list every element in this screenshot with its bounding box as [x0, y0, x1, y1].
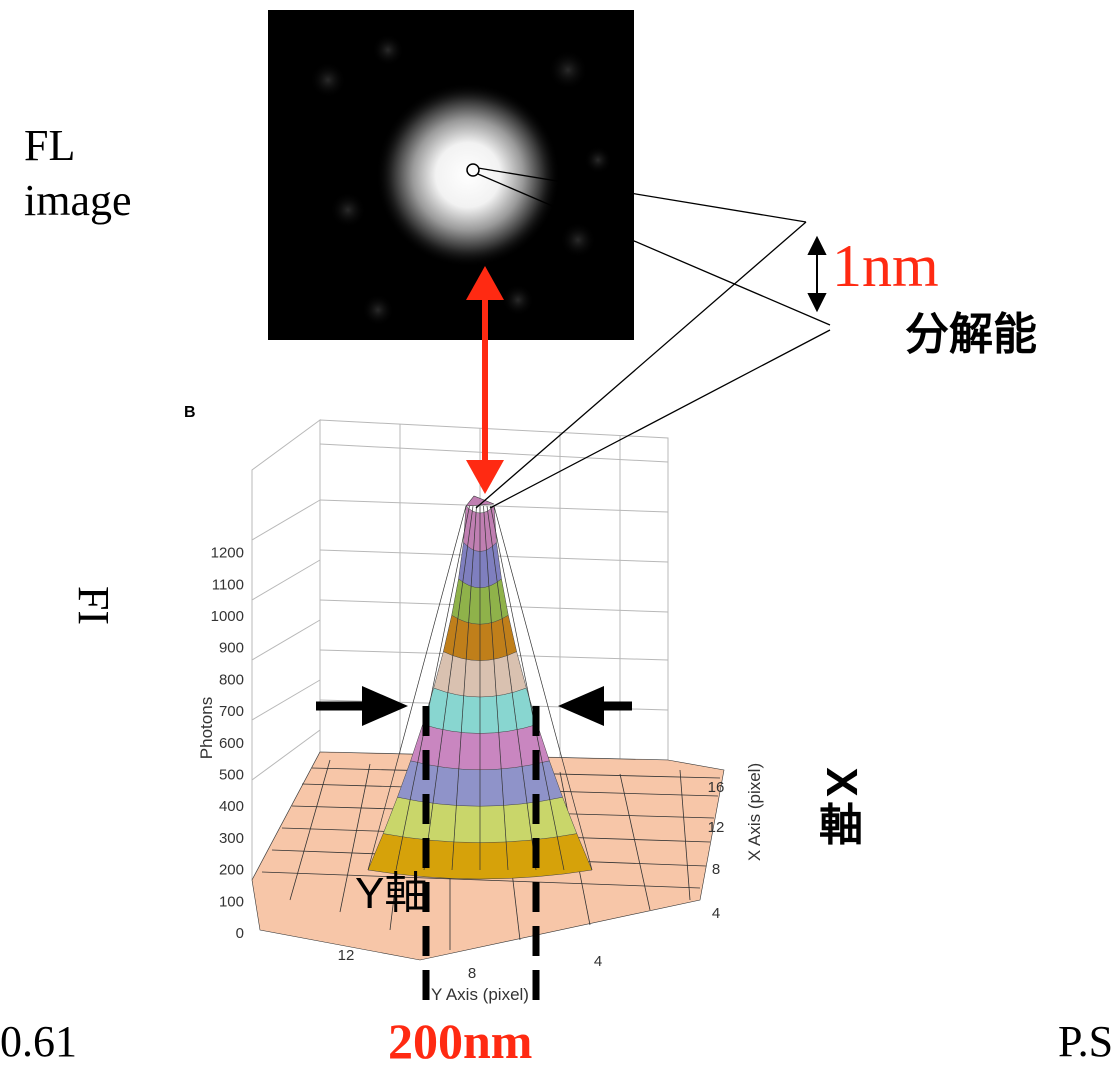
y-tick-label: 4: [594, 953, 602, 970]
peak-mesh-line: [367, 505, 467, 871]
z-tick-label: 900: [219, 640, 244, 657]
z-tick-label: 800: [219, 671, 244, 688]
x-axis-title: X Axis (pixel): [745, 763, 764, 861]
correspondence-arrow: [466, 266, 504, 494]
fwhm-value: 200nm: [388, 1013, 533, 1069]
z-tick-label: 1200: [211, 545, 244, 562]
resolution-value: 1nm: [832, 233, 939, 299]
peak-mesh-line: [423, 505, 474, 871]
fl-label-line1: FL: [24, 121, 76, 170]
y-axis-title: Y Axis (pixel): [431, 985, 529, 1004]
panel-letter: B: [184, 404, 196, 421]
z-tick-label: 0: [236, 925, 244, 942]
z-tick-label: 100: [219, 893, 244, 910]
z-tick-label: 1000: [211, 608, 244, 625]
y-axis-jp-label: Y軸: [355, 869, 429, 918]
x-tick-label: 4: [712, 905, 720, 922]
fluorescence-intensity-label: FI: [69, 585, 119, 626]
fwhm-arrows: [316, 686, 632, 726]
fwhm-dashed-lines: [422, 706, 540, 1000]
fl-image-label: FL image: [24, 118, 132, 229]
x-axis-letter: X: [817, 767, 866, 797]
reference-fragment: P.S: [1058, 1017, 1114, 1066]
y-tick-label: 12: [338, 947, 355, 964]
y-tick-label: 8: [468, 965, 476, 982]
formula-fragment: 0.61: [0, 1017, 77, 1066]
z-tick-label: 500: [219, 767, 244, 784]
x-tick-label: 8: [712, 861, 720, 878]
peak-mesh-line: [395, 505, 470, 871]
z-axis-title: Photons: [197, 697, 216, 759]
x-axis-jp-label: X 軸: [806, 760, 876, 848]
x-tick-label: 12: [708, 819, 725, 836]
z-tick-label: 1100: [212, 576, 244, 593]
x-axis-ticks: 4 8 12 16: [708, 779, 725, 922]
x-axis-jiku: 軸: [819, 801, 863, 850]
x-tick-label: 16: [708, 779, 725, 796]
peak-mesh-line: [483, 505, 509, 871]
z-tick-label: 600: [219, 735, 244, 752]
intensity-peak: [367, 495, 593, 880]
peak-mesh-line: [490, 505, 565, 871]
z-tick-label: 300: [219, 830, 244, 847]
resolution-label: 分解能: [905, 310, 1037, 359]
peak-mesh-line: [486, 505, 537, 871]
emission-spot: [376, 83, 560, 267]
fluorescence-image: [268, 10, 634, 340]
z-tick-label: 700: [219, 703, 244, 720]
fl-label-line2: image: [24, 176, 132, 226]
peak-mesh-line: [493, 505, 593, 871]
center-marker: [466, 163, 480, 177]
z-axis-ticks: 0 100 200 300 400 500 600 700 800 900 1000 1100 1200: [211, 545, 244, 942]
z-tick-label: 400: [219, 798, 244, 815]
zoom-lines: [475, 167, 831, 509]
peak-mesh-line: [451, 505, 477, 871]
z-tick-label: 200: [219, 862, 244, 879]
resolution-arrow: [807, 235, 827, 313]
y-axis-ticks: 12 8 4: [338, 947, 603, 982]
